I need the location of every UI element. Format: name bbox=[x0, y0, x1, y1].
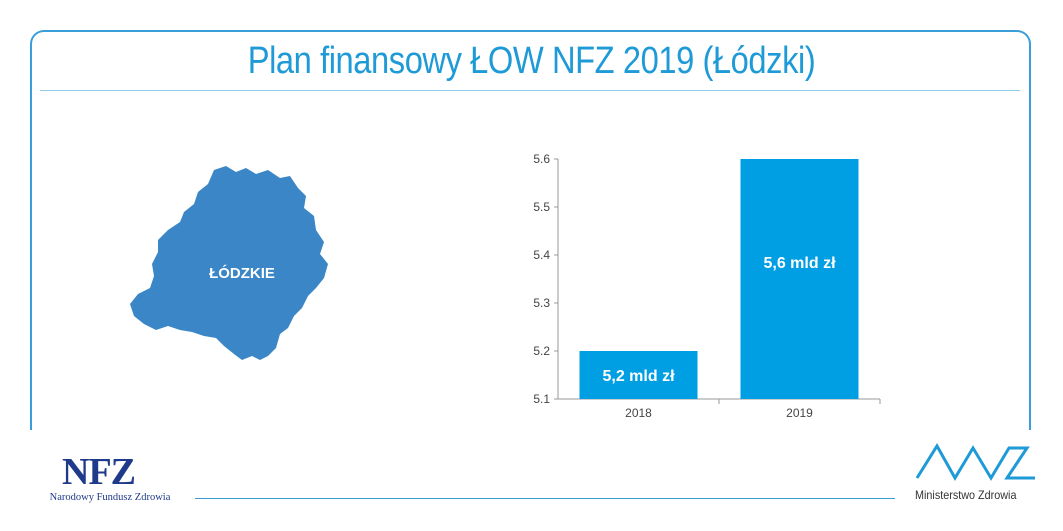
lodzkie-region-shape bbox=[130, 166, 328, 360]
x-tick-label: 2019 bbox=[786, 406, 813, 420]
data-label: 5,2 mld zł bbox=[602, 368, 675, 385]
footer-divider bbox=[195, 498, 895, 499]
y-tick-label: 5.5 bbox=[533, 200, 550, 214]
content-frame bbox=[30, 30, 1031, 430]
nfz-logo-mark: NFZ bbox=[62, 451, 136, 493]
y-tick-label: 5.1 bbox=[533, 392, 550, 406]
y-tick-label: 5.4 bbox=[533, 248, 550, 262]
region-label: ŁÓDZKIE bbox=[209, 264, 275, 282]
y-tick-label: 5.3 bbox=[533, 296, 550, 310]
region-map: ŁÓDZKIE bbox=[130, 166, 328, 360]
x-tick-label: 2018 bbox=[625, 406, 652, 420]
bar-chart: 5.1 5.2 5.3 5.4 5.5 5.6 2018 5,2 mld zł 2019 5,6 … bbox=[533, 152, 881, 420]
ministry-logo-mark bbox=[915, 443, 1035, 481]
data-label: 5,6 mld zł bbox=[763, 255, 836, 272]
title-divider bbox=[40, 90, 1020, 91]
y-tick-label: 5.2 bbox=[533, 344, 550, 358]
nfz-logo: NFZ Narodowy Fundusz Zdrowia bbox=[40, 450, 180, 510]
page-title: Plan finansowy ŁOW NFZ 2019 (Łódzki) bbox=[247, 40, 816, 82]
ministry-logo-name: Ministerstwo Zdrowia bbox=[915, 488, 1017, 502]
bar-2018 bbox=[579, 351, 698, 399]
bar-2019 bbox=[740, 159, 859, 399]
y-tick-label: 5.6 bbox=[533, 152, 550, 166]
nfz-logo-name: Narodowy Fundusz Zdrowia bbox=[49, 492, 171, 503]
ministry-logo: Ministerstwo Zdrowia bbox=[905, 440, 1045, 510]
